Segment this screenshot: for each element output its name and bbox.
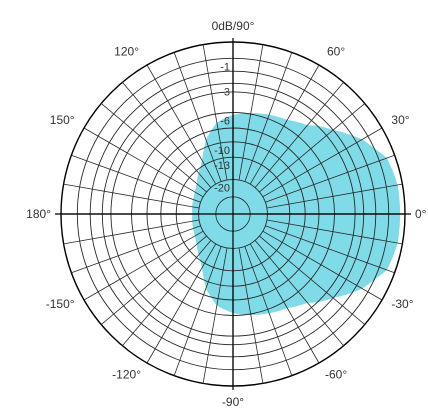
radial-label: -10 [214, 145, 230, 157]
grid-spoke [83, 127, 204, 198]
grid-spoke [100, 235, 207, 325]
radial-label: -20 [214, 183, 230, 195]
grid-spoke [63, 183, 200, 209]
angle-label: -150° [46, 297, 75, 311]
grid-spoke [249, 243, 320, 364]
grid-spoke [63, 219, 200, 245]
angle-label: 120° [114, 45, 139, 59]
grid-spoke [266, 219, 403, 245]
grid-spoke [100, 103, 207, 193]
radial-label: -6 [220, 116, 230, 128]
grid-spoke [265, 225, 395, 274]
grid-spoke [173, 52, 222, 182]
grid-spoke [238, 44, 264, 181]
grid-spoke [146, 64, 217, 185]
grid-spoke [254, 81, 344, 188]
radial-label: -13 [214, 160, 230, 172]
grid-spoke [266, 183, 403, 209]
radial-label: -3 [220, 86, 230, 98]
grid-spoke [202, 44, 228, 181]
angle-label: 30° [391, 113, 409, 127]
grid-spoke [254, 240, 344, 347]
grid-spoke [71, 154, 201, 203]
angle-label: -60° [325, 367, 347, 381]
grid-spoke [259, 103, 366, 193]
grid-spoke [122, 240, 212, 347]
grid-spoke [71, 225, 201, 274]
grid-spoke [202, 247, 228, 384]
grid-spoke [244, 52, 293, 182]
angle-label: 180° [26, 207, 51, 221]
angle-label: 0dB/90° [212, 19, 255, 33]
grid-spoke [173, 246, 222, 376]
angle-label: 60° [327, 45, 345, 59]
grid-layer [55, 38, 411, 390]
angle-label: -120° [112, 367, 141, 381]
grid-spoke [122, 81, 212, 188]
grid-spoke [238, 247, 264, 384]
angle-label: -30° [391, 297, 413, 311]
grid-spoke [259, 235, 366, 325]
grid-spoke [262, 127, 383, 198]
grid-spoke [244, 246, 293, 376]
radial-label: -1 [220, 61, 230, 73]
label-layer: 0dB/90° 60° 30° 0° -30° -60° -90° -120° -150° 180… [26, 19, 427, 409]
grid-spoke [83, 230, 204, 301]
grid-spoke [146, 243, 217, 364]
grid-spoke [262, 230, 383, 301]
angle-label: 150° [50, 113, 75, 127]
angle-label: -90° [222, 395, 244, 409]
grid-spoke [265, 154, 395, 203]
grid-spoke [249, 64, 320, 185]
angle-label: 0° [415, 207, 427, 221]
